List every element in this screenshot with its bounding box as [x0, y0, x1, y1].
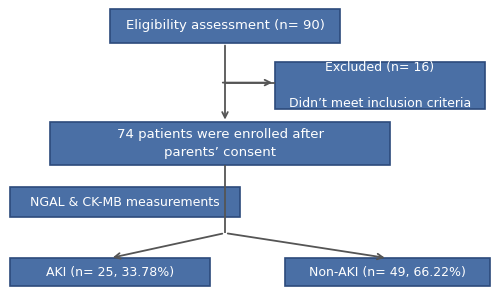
Text: 74 patients were enrolled after
parents’ consent: 74 patients were enrolled after parents’…	[116, 128, 324, 159]
FancyBboxPatch shape	[110, 9, 340, 43]
Text: AKI (n= 25, 33.78%): AKI (n= 25, 33.78%)	[46, 266, 174, 279]
FancyBboxPatch shape	[285, 258, 490, 286]
Text: NGAL & CK-MB measurements: NGAL & CK-MB measurements	[30, 196, 220, 209]
FancyBboxPatch shape	[275, 62, 485, 109]
FancyBboxPatch shape	[50, 122, 390, 165]
Text: Non-AKI (n= 49, 66.22%): Non-AKI (n= 49, 66.22%)	[309, 266, 466, 279]
Text: Excluded (n= 16)

Didn’t meet inclusion criteria: Excluded (n= 16) Didn’t meet inclusion c…	[289, 61, 471, 110]
Text: Eligibility assessment (n= 90): Eligibility assessment (n= 90)	[126, 19, 324, 32]
FancyBboxPatch shape	[10, 258, 210, 286]
FancyBboxPatch shape	[10, 187, 240, 217]
